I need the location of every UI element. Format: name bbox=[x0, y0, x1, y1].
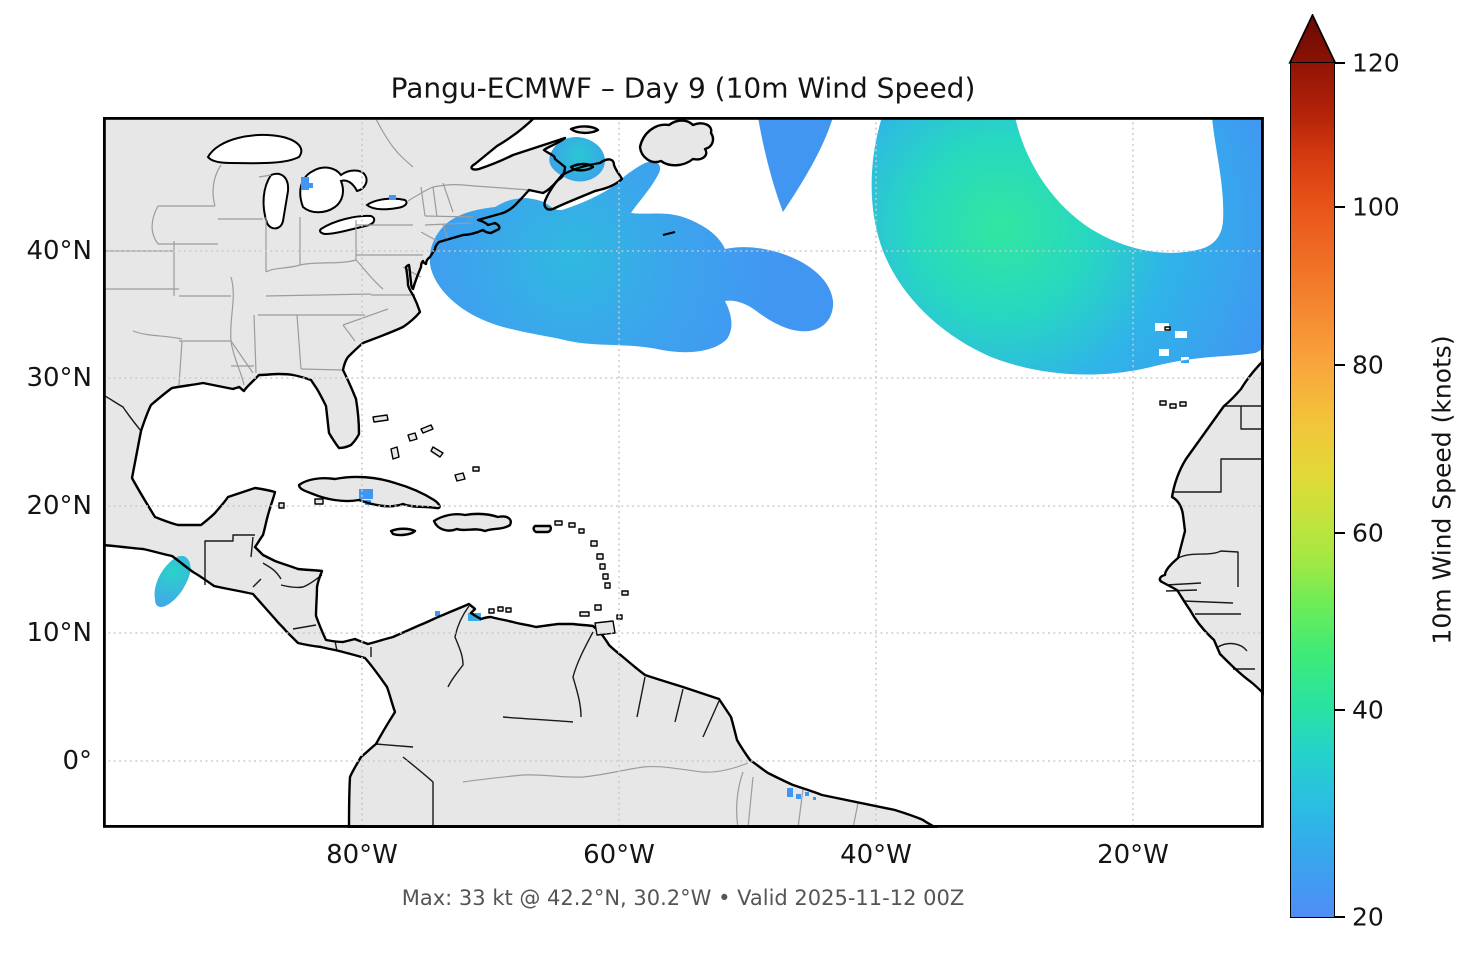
wind-patch-top-wedge bbox=[758, 117, 833, 212]
wind-speed-shading bbox=[154, 117, 1264, 800]
max-valid-annotation: Max: 33 kt @ 42.2°N, 30.2°W • Valid 2025… bbox=[401, 886, 965, 910]
colorbar-axis-label: 10m Wind Speed (knots) bbox=[1427, 335, 1457, 645]
colorbar-tickmark-100 bbox=[1335, 206, 1345, 208]
wind-patch-guatemala-pacific bbox=[154, 555, 191, 607]
colorbar-tickmark-40 bbox=[1335, 709, 1345, 711]
lake-michigan bbox=[262, 172, 290, 230]
ytick-40n: 40°N bbox=[26, 236, 92, 266]
lake-superior bbox=[206, 134, 303, 165]
colorbar-tickmark-60 bbox=[1335, 532, 1345, 534]
colorbar-tickmark-80 bbox=[1335, 364, 1345, 366]
figure-title: Pangu-ECMWF – Day 9 (10m Wind Speed) bbox=[390, 71, 976, 105]
ytick-30n: 30°N bbox=[26, 363, 92, 393]
colorbar-extend-arrow bbox=[1288, 13, 1337, 64]
colorbar-tick-60: 60 bbox=[1352, 518, 1384, 548]
xtick-80w: 80°W bbox=[326, 840, 398, 870]
state-borders bbox=[103, 116, 859, 829]
lake-ontario bbox=[365, 197, 408, 211]
coastlines bbox=[101, 115, 1266, 830]
colorbar-tick-120: 120 bbox=[1352, 48, 1400, 78]
sable-island bbox=[662, 231, 676, 236]
great-lakes bbox=[206, 134, 408, 236]
wind-patch-central-atlantic bbox=[871, 117, 1264, 375]
small-islands bbox=[278, 326, 1187, 636]
colorbar-tickmark-20 bbox=[1335, 916, 1345, 918]
wind-patch-gulf-st-lawrence bbox=[549, 136, 606, 182]
ytick-20n: 20°N bbox=[26, 491, 92, 521]
colorbar bbox=[1290, 62, 1335, 918]
wind-patch-new-england bbox=[429, 161, 834, 353]
xtick-40w: 40°W bbox=[840, 840, 912, 870]
xtick-60w: 60°W bbox=[583, 840, 655, 870]
lake-huron bbox=[299, 166, 368, 214]
wind-specks bbox=[301, 177, 816, 800]
country-borders bbox=[102, 394, 1264, 828]
map-canvas bbox=[101, 115, 1266, 830]
map-svg bbox=[101, 115, 1266, 830]
colorbar-tickmark-120 bbox=[1335, 62, 1345, 64]
colorbar-tick-80: 80 bbox=[1352, 350, 1384, 380]
map-frame bbox=[102, 116, 1264, 828]
colorbar-tick-100: 100 bbox=[1352, 192, 1400, 222]
xtick-20w: 20°W bbox=[1097, 840, 1169, 870]
ytick-0: 0° bbox=[62, 746, 92, 776]
colorbar-tick-40: 40 bbox=[1352, 695, 1384, 725]
ytick-10n: 10°N bbox=[26, 618, 92, 648]
colorbar-tick-20: 20 bbox=[1352, 902, 1384, 932]
graticule-gridlines bbox=[103, 117, 1264, 828]
